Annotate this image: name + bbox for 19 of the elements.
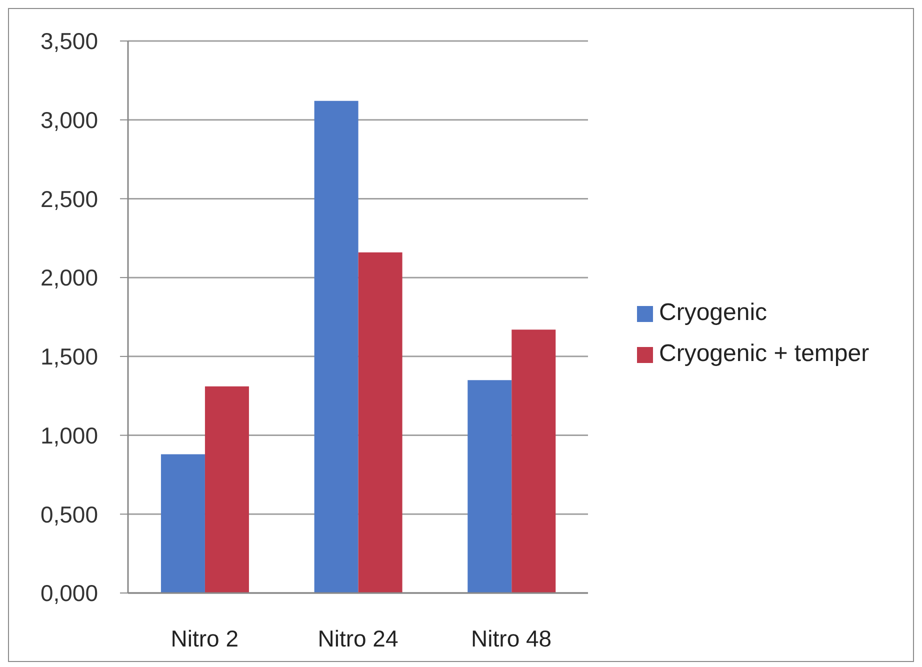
x-tick-label: Nitro 24 bbox=[318, 625, 398, 652]
bar bbox=[468, 380, 512, 593]
bar bbox=[160, 454, 205, 593]
legend-label: Cryogenic bbox=[659, 299, 768, 326]
y-tick-label: 2,000 bbox=[40, 264, 98, 291]
y-tick-label: 0,500 bbox=[40, 501, 98, 528]
x-tick-label: Nitro 48 bbox=[471, 625, 552, 652]
y-tick-label: 1,500 bbox=[40, 344, 98, 370]
x-tick-label: Nitro 2 bbox=[170, 625, 239, 652]
y-tick-label: 0,000 bbox=[40, 580, 98, 606]
y-tick-label: 3,500 bbox=[40, 28, 98, 54]
y-tick-label: 3,000 bbox=[40, 107, 98, 134]
y-tick-label: 1,000 bbox=[40, 422, 98, 448]
legend-label: Cryogenic + temper bbox=[659, 340, 870, 367]
bar bbox=[204, 386, 249, 593]
bar bbox=[314, 100, 358, 593]
bar bbox=[358, 252, 402, 593]
bar bbox=[512, 330, 556, 593]
y-tick-label: 2,500 bbox=[40, 186, 98, 212]
